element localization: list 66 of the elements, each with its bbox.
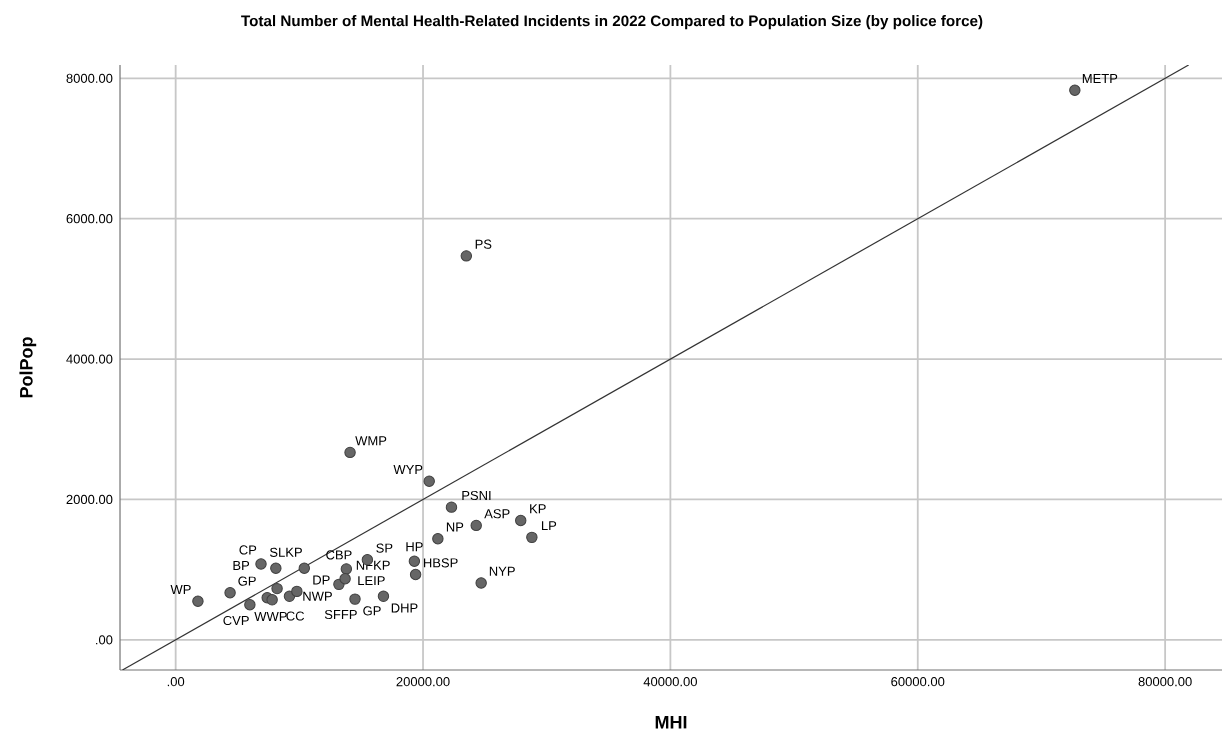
point: [349, 593, 361, 605]
annotation: GP: [363, 606, 381, 616]
point: [432, 533, 444, 545]
x-tick-label: .00: [167, 677, 185, 687]
annotation: CVP: [223, 615, 249, 626]
annotation: WMP: [355, 436, 387, 446]
point: [266, 594, 278, 606]
point: [255, 558, 267, 570]
annotation: SFFP: [324, 609, 357, 620]
point: [409, 568, 422, 581]
point: [224, 587, 236, 599]
point: [344, 446, 356, 459]
point: [515, 514, 527, 527]
annotation: PSNI: [462, 490, 491, 501]
point: [423, 475, 435, 487]
annotation: GP: [238, 576, 256, 586]
x-tick-label: 20000.00: [396, 677, 450, 687]
annotation: SP: [376, 543, 393, 553]
chart-title: Total Number of Mental Health-Related Incidents in 2022 Compared to Population Size (by police force): [241, 15, 983, 30]
point: [339, 573, 351, 585]
point: [340, 563, 353, 575]
x-tick-label: 40000.00: [643, 677, 697, 687]
annotation: WP: [170, 585, 191, 594]
annotation: WYP: [393, 465, 423, 474]
annotation: LP: [541, 521, 557, 531]
point: [445, 501, 458, 513]
annotation: LEIP: [358, 576, 385, 586]
annotation: DHP: [391, 603, 418, 613]
point: [460, 250, 473, 262]
point: [377, 590, 390, 603]
y-tick-label: 4000.00: [66, 354, 113, 364]
annotation: CBP: [326, 550, 352, 560]
annotation: BP: [233, 561, 250, 570]
x-tick-label: 60000.00: [891, 677, 945, 687]
annotation: PS: [475, 239, 492, 249]
point: [192, 595, 204, 607]
point: [298, 562, 310, 574]
y-axis-title: PolPop: [19, 337, 37, 398]
y-tick-label: 2000.00: [66, 494, 113, 505]
point: [408, 555, 421, 567]
annotation: WWP: [254, 611, 287, 621]
annotation: CC: [286, 611, 305, 621]
point: [1069, 84, 1081, 96]
point: [470, 519, 482, 532]
annotation: NYP: [489, 566, 515, 576]
point: [270, 562, 282, 574]
point: [244, 599, 256, 611]
point: [291, 585, 303, 598]
point: [475, 577, 487, 589]
point: [271, 582, 283, 595]
annotation: ASP: [484, 509, 510, 519]
y-tick-label: 6000.00: [66, 214, 113, 224]
annotation: NWP: [303, 591, 332, 601]
annotation: SLKP: [269, 547, 302, 557]
x-tick-label: 80000.00: [1138, 677, 1192, 687]
annotation: CP: [239, 545, 257, 555]
annotation: DP: [313, 575, 330, 585]
x-axis-title: MHI: [655, 716, 687, 729]
point: [526, 531, 538, 544]
y-tick-label: 8000.00: [66, 73, 113, 83]
annotation: METP: [1082, 74, 1118, 84]
annotation: KP: [530, 504, 546, 514]
annotation: HBSP: [423, 558, 458, 568]
annotation: HP: [406, 542, 423, 552]
y-tick-label: .00: [96, 635, 113, 645]
annotation: NP: [446, 522, 464, 532]
